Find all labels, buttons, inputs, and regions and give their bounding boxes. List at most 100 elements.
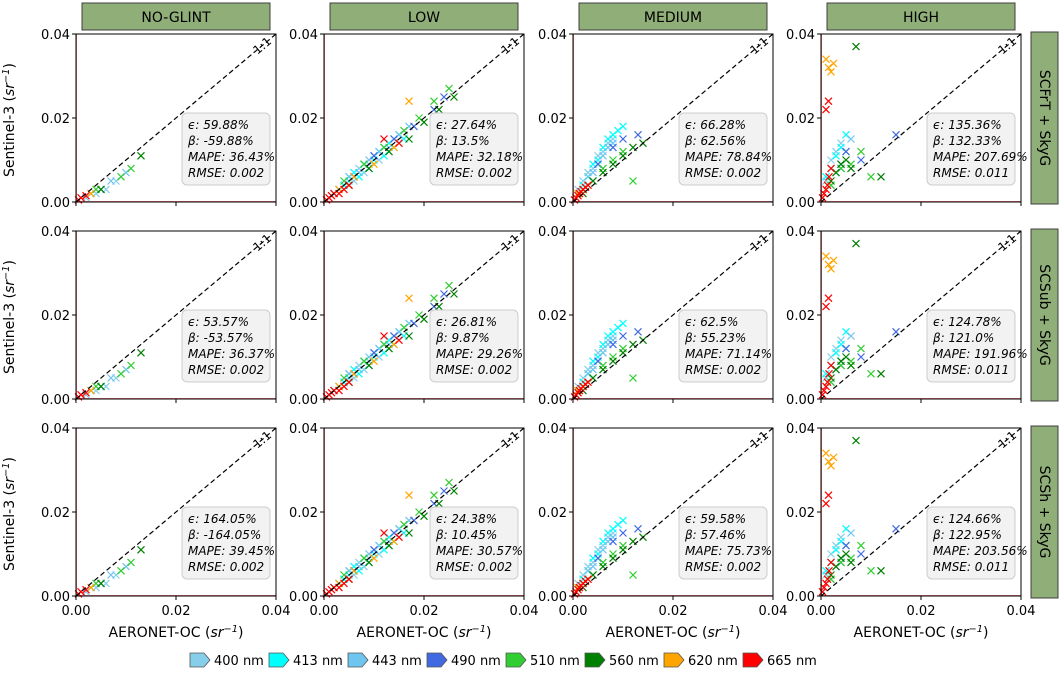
- one-to-one-line: [820, 230, 1022, 400]
- legend-label: 620 nm: [688, 654, 738, 669]
- stat-mape: MAPE: 71.14%: [685, 347, 772, 361]
- data-point: [827, 558, 835, 567]
- stats-box: [429, 506, 519, 580]
- data-point: [609, 160, 617, 169]
- data-point: [107, 177, 115, 185]
- data-point: [832, 545, 840, 554]
- data-point: [857, 156, 865, 164]
- scatter-panel: 1:1ϵ: 26.81%β: 9.87%MAPE: 29.26%RMSE: 0.…: [289, 225, 525, 408]
- one-to-one-line: [820, 427, 1022, 597]
- row-header-box: [1030, 425, 1059, 599]
- stat-beta: β: -59.88%: [187, 134, 254, 148]
- data-point: [832, 151, 840, 160]
- data-point: [823, 181, 832, 190]
- column-header-box: [578, 2, 768, 31]
- scatter-panel: 1:1ϵ: 59.88%β: -59.88%MAPE: 36.43%RMSE: …: [41, 28, 277, 211]
- data-point: [847, 135, 855, 143]
- data-point: [822, 252, 830, 261]
- y-tick-label: 0.00: [41, 393, 70, 408]
- data-point: [820, 189, 828, 198]
- y-tick-label: 0.00: [538, 393, 567, 408]
- y-tick-label: 0.00: [786, 196, 815, 211]
- data-point: [137, 151, 145, 160]
- data-point: [420, 512, 428, 521]
- stat-epsilon: ϵ: 53.57%: [188, 315, 249, 329]
- stat-rmse: RMSE: 0.002: [685, 166, 761, 180]
- data-point: [852, 42, 860, 51]
- legend-swatch: [584, 652, 606, 668]
- data-point: [827, 67, 835, 76]
- data-point: [822, 185, 830, 194]
- row-header-label: SCFrT + SkyG: [1036, 70, 1052, 166]
- data-point: [827, 361, 835, 370]
- column-header-box: [81, 2, 271, 31]
- stat-epsilon: ϵ: 164.05%: [188, 512, 257, 526]
- stat-beta: β: 10.45%: [435, 528, 497, 542]
- stat-beta: β: 55.23%: [684, 331, 746, 345]
- x-tick-label: 0.00: [310, 604, 339, 619]
- data-point: [450, 93, 458, 101]
- one-to-one-line: [572, 33, 774, 203]
- data-point: [619, 319, 627, 328]
- data-point: [842, 550, 850, 558]
- data-point: [822, 449, 830, 458]
- scatter-panel: 1:1ϵ: 124.66%β: 122.95%MAPE: 203.56%RMSE…: [786, 422, 1035, 619]
- data-point: [820, 583, 828, 592]
- stat-rmse: RMSE: 0.002: [436, 363, 512, 377]
- data-point: [589, 562, 597, 571]
- y-tick-label: 0.00: [538, 196, 567, 211]
- axis-labels: AERONET-OC (sr−1) AERONET-OC (sr−1) AERONE…: [1, 63, 989, 641]
- data-point: [629, 571, 637, 579]
- y-tick-label: 0.02: [41, 309, 70, 324]
- data-point: [609, 143, 617, 152]
- data-point: [599, 348, 607, 357]
- stat-rmse: RMSE: 0.002: [188, 166, 264, 180]
- y-axis-label: Sentinel-3 (sr−1): [1, 260, 19, 374]
- data-point: [827, 461, 835, 470]
- y-tick-label: 0.04: [41, 28, 70, 43]
- stat-beta: β: 132.33%: [932, 134, 1002, 148]
- stat-rmse: RMSE: 0.011: [933, 560, 1009, 574]
- stat-beta: β: 13.5%: [435, 134, 490, 148]
- data-point: [619, 516, 627, 525]
- stat-mape: MAPE: 29.26%: [436, 347, 523, 361]
- row-header-label: SCSub + SkyG: [1036, 264, 1052, 366]
- scatter-panel: 1:1ϵ: 66.28%β: 62.56%MAPE: 78.84%RMSE: 0…: [538, 28, 774, 211]
- scatter-panel: 1:1ϵ: 53.57%β: -53.57%MAPE: 36.37%RMSE: …: [41, 225, 277, 408]
- x-axis-label: AERONET-OC (sr−1): [109, 624, 244, 642]
- data-point: [107, 374, 115, 382]
- data-point: [822, 579, 830, 588]
- legend-swatch: [426, 652, 448, 668]
- stats-box: [181, 309, 271, 383]
- data-point: [405, 529, 413, 537]
- stat-mape: MAPE: 30.57%: [436, 544, 523, 558]
- y-tick-label: 0.04: [786, 225, 815, 240]
- stat-epsilon: ϵ: 24.38%: [436, 512, 497, 526]
- one-to-one-line: [75, 427, 277, 597]
- data-point: [82, 388, 90, 397]
- row-header-box: [1030, 228, 1059, 402]
- column-header-label: NO-GLINT: [141, 10, 211, 26]
- data-point: [847, 361, 855, 370]
- data-point: [405, 332, 413, 340]
- stats-box: [926, 309, 1016, 383]
- row-headers: SCFrT + SkyG SCSub + SkyG SCSh + SkyG: [1030, 31, 1059, 599]
- stat-beta: β: 122.95%: [932, 528, 1002, 542]
- legend-swatch: [505, 652, 527, 668]
- stat-rmse: RMSE: 0.002: [188, 560, 264, 574]
- data-point: [877, 369, 885, 378]
- x-tick-label: 0.04: [1007, 604, 1036, 619]
- y-tick-label: 0.02: [786, 309, 815, 324]
- y-tick-label: 0.02: [538, 112, 567, 127]
- stat-beta: β: -164.05%: [187, 528, 261, 542]
- column-header-label: MEDIUM: [644, 10, 702, 26]
- x-tick-label: 0.02: [162, 604, 191, 619]
- stat-mape: MAPE: 32.18%: [436, 150, 523, 164]
- stat-beta: β: -53.57%: [187, 331, 254, 345]
- data-point: [380, 135, 388, 143]
- data-point: [824, 491, 833, 500]
- data-point: [825, 172, 833, 181]
- stat-rmse: RMSE: 0.002: [685, 363, 761, 377]
- data-point: [345, 378, 353, 387]
- data-point: [820, 386, 828, 395]
